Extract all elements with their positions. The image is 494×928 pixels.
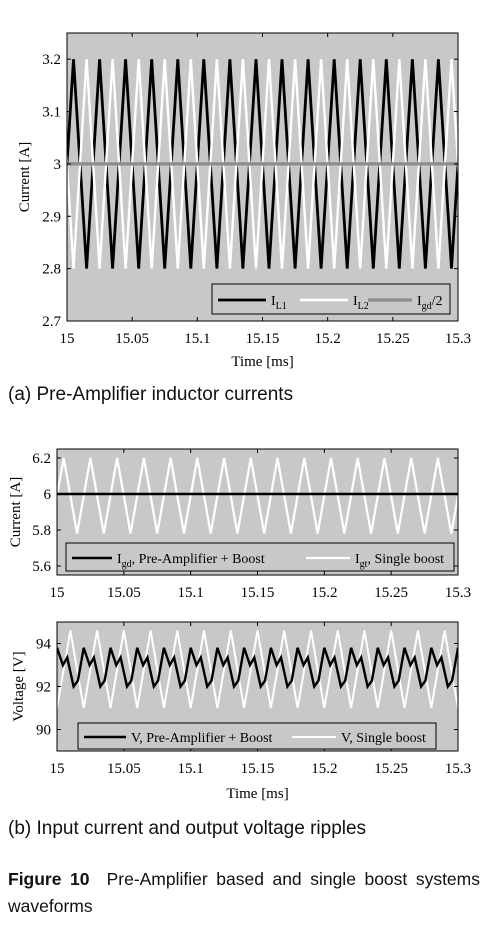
legend-label: IL2 [353, 294, 369, 312]
y-tick-label: 3 [54, 157, 62, 173]
y-tick-label: 2.7 [42, 314, 61, 330]
y-tick-label: 94 [36, 637, 52, 653]
x-tick-label: 15.15 [241, 761, 275, 777]
x-tick-label: 15.2 [315, 331, 341, 347]
x-tick-label: 15.25 [374, 761, 408, 777]
legend-box [77, 722, 437, 750]
figure-caption-text: Pre-Amplifier based and single boost sys… [8, 869, 480, 916]
chart-a: 15 15.05 15.1 15.15 15.2 15.25 15.3 2.7 2.8 2.9 3 3… [17, 32, 471, 370]
y-tick-label: 2.9 [42, 209, 61, 225]
legend: Igd, Pre-Amplifier + Boost Igt, Single bo… [65, 542, 455, 572]
y-tick-label: 3.2 [42, 52, 61, 68]
x-tick-label: 15.05 [107, 585, 141, 601]
x-tick-label: 15 [50, 761, 65, 777]
x-tick-label: 15.1 [184, 331, 210, 347]
legend: IL1 IL2 Igd/2 [211, 283, 451, 315]
legend: V, Pre-Amplifier + Boost V, Single boost [77, 722, 437, 750]
y-tick-label: 90 [36, 723, 51, 739]
x-tick-label: 15.15 [241, 585, 275, 601]
figure-caption: Figure 10 Pre-Amplifier based and single… [8, 866, 480, 920]
y-tick-label: 5.6 [32, 559, 51, 575]
x-tick-label: 15.3 [445, 331, 471, 347]
x-tick-label: 15.05 [107, 761, 141, 777]
x-tick-label: 15.2 [311, 585, 337, 601]
y-tick-label: 6.2 [32, 451, 51, 467]
y-axis-label: Current [A] [17, 142, 33, 212]
y-tick-label: 5.8 [32, 523, 51, 539]
series-line-v-pre-amplifier-boost [57, 647, 458, 690]
x-tick-label: 15.15 [246, 331, 280, 347]
figure-label: Figure 10 [8, 869, 90, 889]
legend-label: V, Single boost [341, 731, 426, 746]
chart-b1: 15 15.05 15.1 15.15 15.2 15.25 15.3 5.6 5.8 6 6.2 C… [8, 448, 471, 601]
legend-label: Igt, Single boost [355, 552, 444, 570]
y-axis-label: Current [A] [8, 477, 24, 547]
x-tick-label: 15.3 [445, 585, 471, 601]
series-line-i-gt-single-boost [57, 457, 458, 534]
series-line-v-single-boost [57, 630, 458, 709]
y-tick-label: 6 [44, 487, 52, 503]
x-axis-label: Time [ms] [231, 354, 293, 370]
x-tick-label: 15.1 [178, 585, 204, 601]
x-tick-label: 15.2 [311, 761, 337, 777]
x-tick-label: 15.3 [445, 761, 471, 777]
x-tick-label: 15.25 [376, 331, 410, 347]
x-tick-label: 15.25 [374, 585, 408, 601]
subcaption-b: (b) Input current and output voltage rip… [8, 818, 367, 839]
legend-label: IL1 [271, 294, 287, 312]
x-axis-label: Time [ms] [226, 786, 288, 802]
x-tick-label: 15 [50, 585, 65, 601]
x-tick-label: 15.05 [115, 331, 149, 347]
series-group [67, 59, 458, 269]
legend-label: V, Pre-Amplifier + Boost [131, 731, 273, 746]
y-tick-label: 2.8 [42, 262, 61, 278]
figure-10: 15 15.05 15.1 15.15 15.2 15.25 15.3 2.7 2.8 2.9 3 3… [8, 32, 471, 802]
y-axis-label: Voltage [V] [11, 651, 27, 721]
y-tick-label: 92 [36, 680, 51, 696]
x-tick-label: 15.1 [178, 761, 204, 777]
legend-label: Igd/2 [417, 294, 443, 312]
legend-box [65, 542, 455, 572]
subcaption-a: (a) Pre-Amplifier inductor currents [8, 384, 294, 405]
series-group [57, 630, 458, 709]
chart-b2: 15 15.05 15.1 15.15 15.2 15.25 15.3 90 92 94 Volta… [11, 621, 471, 802]
series-group [57, 457, 458, 534]
y-tick-label: 3.1 [42, 105, 61, 121]
x-tick-label: 15 [60, 331, 75, 347]
legend-label: Igd, Pre-Amplifier + Boost [117, 552, 265, 570]
